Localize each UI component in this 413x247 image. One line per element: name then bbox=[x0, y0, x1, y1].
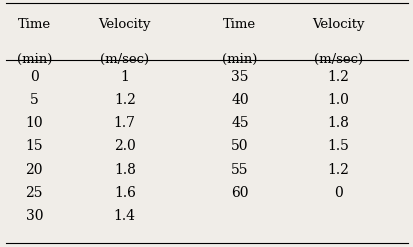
Text: 1.6: 1.6 bbox=[114, 186, 135, 200]
Text: 1.8: 1.8 bbox=[327, 116, 349, 130]
Text: Velocity: Velocity bbox=[311, 19, 364, 31]
Text: 0: 0 bbox=[30, 70, 38, 84]
Text: Time: Time bbox=[18, 19, 51, 31]
Text: (m/sec): (m/sec) bbox=[100, 53, 149, 66]
Text: 1.2: 1.2 bbox=[114, 93, 135, 107]
Text: 1.5: 1.5 bbox=[327, 139, 349, 153]
Text: Time: Time bbox=[223, 19, 256, 31]
Text: 5: 5 bbox=[30, 93, 38, 107]
Text: (min): (min) bbox=[222, 53, 257, 66]
Text: Velocity: Velocity bbox=[98, 19, 151, 31]
Text: 1: 1 bbox=[120, 70, 129, 84]
Text: 55: 55 bbox=[230, 163, 248, 177]
Text: 35: 35 bbox=[230, 70, 248, 84]
Text: 20: 20 bbox=[26, 163, 43, 177]
Text: 1.8: 1.8 bbox=[114, 163, 135, 177]
Text: 1.7: 1.7 bbox=[114, 116, 135, 130]
Text: 1.4: 1.4 bbox=[114, 209, 135, 223]
Text: 10: 10 bbox=[26, 116, 43, 130]
Text: 50: 50 bbox=[230, 139, 248, 153]
Text: 60: 60 bbox=[230, 186, 248, 200]
Text: 30: 30 bbox=[26, 209, 43, 223]
Text: (min): (min) bbox=[17, 53, 52, 66]
Text: (m/sec): (m/sec) bbox=[313, 53, 362, 66]
Text: 1.0: 1.0 bbox=[327, 93, 349, 107]
Text: 25: 25 bbox=[26, 186, 43, 200]
Text: 1.2: 1.2 bbox=[327, 70, 349, 84]
Text: 45: 45 bbox=[230, 116, 248, 130]
Text: 0: 0 bbox=[333, 186, 342, 200]
Text: 15: 15 bbox=[26, 139, 43, 153]
Text: 40: 40 bbox=[230, 93, 248, 107]
Text: 1.2: 1.2 bbox=[327, 163, 349, 177]
Text: 2.0: 2.0 bbox=[114, 139, 135, 153]
